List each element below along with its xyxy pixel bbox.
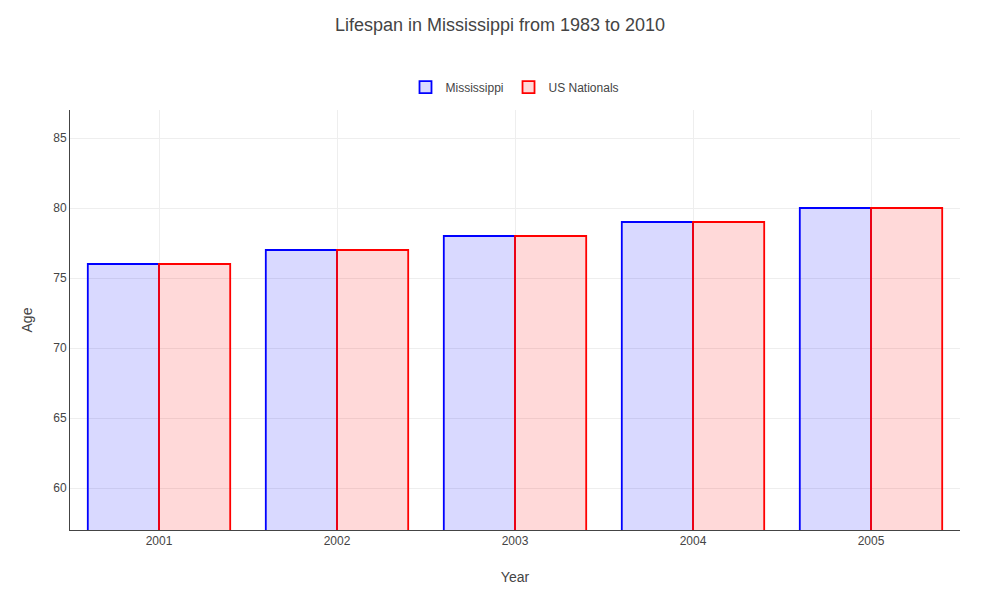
svg-text:85: 85	[53, 131, 67, 145]
svg-text:65: 65	[53, 411, 67, 425]
svg-text:2005: 2005	[858, 534, 885, 548]
svg-text:2001: 2001	[146, 534, 173, 548]
svg-text:2003: 2003	[502, 534, 529, 548]
svg-text:Age: Age	[19, 307, 35, 332]
svg-text:60: 60	[53, 481, 67, 495]
svg-text:US Nationals: US Nationals	[549, 81, 619, 95]
svg-text:Lifespan in Mississippi from 1: Lifespan in Mississippi from 1983 to 201…	[335, 15, 665, 35]
svg-text:80: 80	[53, 201, 67, 215]
svg-text:2004: 2004	[680, 534, 707, 548]
svg-text:75: 75	[53, 271, 67, 285]
svg-text:Mississippi: Mississippi	[446, 81, 504, 95]
svg-text:70: 70	[53, 341, 67, 355]
svg-text:2002: 2002	[324, 534, 351, 548]
svg-text:Year: Year	[501, 569, 530, 585]
